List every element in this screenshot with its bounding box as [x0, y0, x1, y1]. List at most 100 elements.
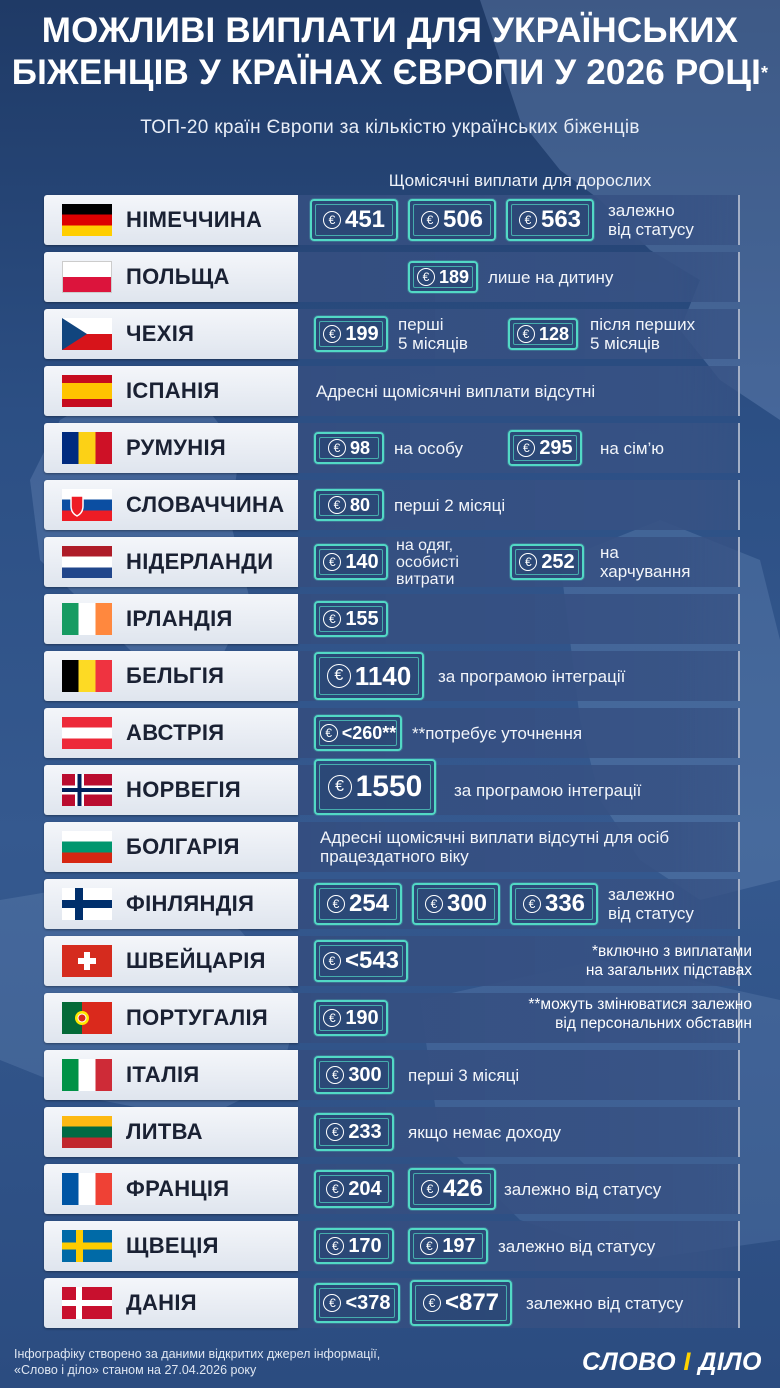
country-cell: ЩВЕЦІЯ	[44, 1221, 298, 1271]
table-row-slovakia: СЛОВАЧЧИНА €80 перші 2 місяці	[44, 480, 740, 530]
payment-cell: €98 на особу €295 на сім’ю	[298, 423, 740, 473]
slovakia-flag-icon	[62, 489, 112, 521]
euro-icon: €	[323, 1009, 342, 1027]
country-name: ЩВЕЦІЯ	[126, 1233, 219, 1258]
payment-note: залежно від статусу	[608, 885, 694, 923]
payment-amount: €155	[314, 601, 388, 637]
payment-cell: €155	[298, 594, 740, 644]
country-name: НІДЕРЛАНДИ	[126, 549, 274, 574]
euro-icon: €	[327, 775, 352, 799]
payment-cell: €1550 за програмою інтеграції	[298, 759, 740, 815]
euro-icon: €	[420, 1180, 439, 1198]
table-row-denmark: ДАНІЯ € <378 € <877 залежно від статусу	[44, 1278, 740, 1328]
footer-line-1: Інфографіку створено за даними відкритих…	[14, 1347, 381, 1361]
sweden-flag-icon	[62, 1230, 112, 1262]
euro-icon: €	[323, 325, 342, 343]
country-name: ШВЕЙЦАРІЯ	[126, 948, 266, 973]
euro-icon: €	[326, 664, 351, 688]
country-cell: РУМУНІЯ	[44, 423, 298, 473]
page-title: Можливі виплати для українських біженців…	[0, 10, 780, 94]
payment-amount: €190	[314, 1000, 388, 1036]
country-name: БЕЛЬГІЯ	[126, 663, 225, 688]
italy-flag-icon	[62, 1059, 112, 1091]
finland-flag-icon	[62, 888, 112, 920]
country-name: ІТАЛІЯ	[126, 1062, 200, 1087]
payment-cell: € <378 € <877 залежно від статусу	[298, 1278, 740, 1328]
payment-cell: €204 €426 залежно від статусу	[298, 1164, 740, 1214]
country-cell: ІРЛАНДІЯ	[44, 594, 298, 644]
payment-amount: €254	[314, 883, 402, 925]
payment-amount: €300	[314, 1056, 394, 1094]
germany-flag-icon	[62, 204, 112, 236]
euro-icon: €	[327, 439, 346, 457]
payment-amount: € <543	[314, 940, 408, 982]
table-row-netherlands: НІДЕРЛАНДИ €140 на одяг, особисті витрати …	[44, 536, 740, 588]
payment-cell: €170 €197 залежно від статусу	[298, 1221, 740, 1271]
payment-amount: €1550	[314, 759, 436, 815]
country-cell: БОЛГАРІЯ	[44, 822, 298, 872]
country-name: ДАНІЯ	[126, 1290, 197, 1315]
country-name: СЛОВАЧЧИНА	[126, 492, 285, 517]
payment-cell: €254 €300 €336 залежно від статусу	[298, 879, 740, 929]
payment-note: на сім’ю	[600, 438, 665, 458]
payment-amount: €170	[314, 1228, 394, 1264]
country-name: ФРАНЦІЯ	[126, 1176, 230, 1201]
payment-note: залежно від статусу	[526, 1293, 684, 1313]
table-row-ireland: ІРЛАНДІЯ €155	[44, 594, 740, 644]
payment-amount: € <877	[410, 1280, 512, 1326]
belgium-flag-icon	[62, 660, 112, 692]
payment-note: на одяг, особисті витрати	[396, 536, 459, 588]
payment-amount: €506	[408, 199, 496, 241]
table-row-belgium: БЕЛЬГІЯ €1140 за програмою інтеграції	[44, 651, 740, 701]
payment-amount: €295	[508, 430, 582, 466]
table-row-portugal: ПОРТУГАЛІЯ €190 **можуть змінюватися зал…	[44, 993, 752, 1043]
euro-icon: €	[323, 553, 342, 571]
euro-icon: €	[327, 496, 346, 514]
spain-flag-icon	[62, 375, 112, 407]
country-cell: ЛИТВА	[44, 1107, 298, 1157]
romania-flag-icon	[62, 432, 112, 464]
payment-amount: €128	[508, 318, 578, 350]
country-list: НІМЕЧЧИНА €451 €506 €563 залежно від стат…	[44, 195, 752, 1335]
lithuania-flag-icon	[62, 1116, 112, 1148]
country-cell: НІДЕРЛАНДИ	[44, 537, 298, 587]
country-name: ЧЕХІЯ	[126, 321, 195, 346]
payment-amount: €336	[510, 883, 598, 925]
page-subtitle: ТОП-20 країн Європи за кількістю українс…	[140, 117, 640, 138]
payment-cell: € <260** **потребує уточнення	[298, 708, 740, 758]
euro-icon: €	[424, 895, 443, 913]
table-row-france: ФРАНЦІЯ €204 €426 залежно від статусу	[44, 1164, 740, 1214]
payment-note: Адресні щомісячні виплати відсутні для о…	[320, 828, 670, 866]
payment-cell: €140 на одяг, особисті витрати €252 на харч…	[298, 536, 740, 588]
euro-icon: €	[326, 895, 345, 913]
payment-note: на харчування	[600, 543, 691, 581]
table-row-sweden: ЩВЕЦІЯ €170 €197 залежно від статусу	[44, 1221, 740, 1271]
euro-icon: €	[516, 325, 535, 343]
country-name: ФІНЛЯНДІЯ	[126, 891, 255, 916]
euro-icon: €	[416, 268, 435, 286]
table-row-czechia: ЧЕХІЯ €199 перші 5 місяців €128 після пер…	[44, 309, 740, 359]
euro-icon: €	[323, 610, 342, 628]
poland-flag-icon	[62, 261, 112, 293]
payment-cell: €300 перші 3 місяці	[298, 1050, 740, 1100]
euro-icon: €	[522, 895, 541, 913]
country-cell: ПОРТУГАЛІЯ	[44, 993, 298, 1043]
payment-note: перші 3 місяці	[408, 1065, 520, 1085]
euro-icon: €	[326, 1066, 345, 1084]
country-cell: АВСТРІЯ	[44, 708, 298, 758]
table-row-bulgaria: БОЛГАРІЯ Адресні щомісячні виплати відсу…	[44, 822, 740, 872]
euro-icon: €	[519, 553, 538, 571]
payment-note: **потребує уточнення	[412, 723, 583, 743]
footnote-double-star: **можуть змінюватися залежно від персонал…	[528, 996, 752, 1032]
country-name: ПОЛЬЩА	[126, 264, 230, 289]
payment-cell: €451 €506 €563 залежно від статусу	[298, 195, 740, 245]
payment-note: на особу	[394, 438, 464, 458]
country-name: БОЛГАРІЯ	[126, 834, 240, 859]
country-name: ПОРТУГАЛІЯ	[126, 1005, 269, 1030]
payment-amount: €189	[408, 261, 478, 293]
payment-cell: € <543 *включно з виплатами на загальних п…	[298, 936, 752, 986]
country-name: ІСПАНІЯ	[126, 378, 220, 403]
austria-flag-icon	[62, 717, 112, 749]
country-name: ІРЛАНДІЯ	[126, 606, 233, 631]
euro-icon: €	[326, 1237, 345, 1255]
